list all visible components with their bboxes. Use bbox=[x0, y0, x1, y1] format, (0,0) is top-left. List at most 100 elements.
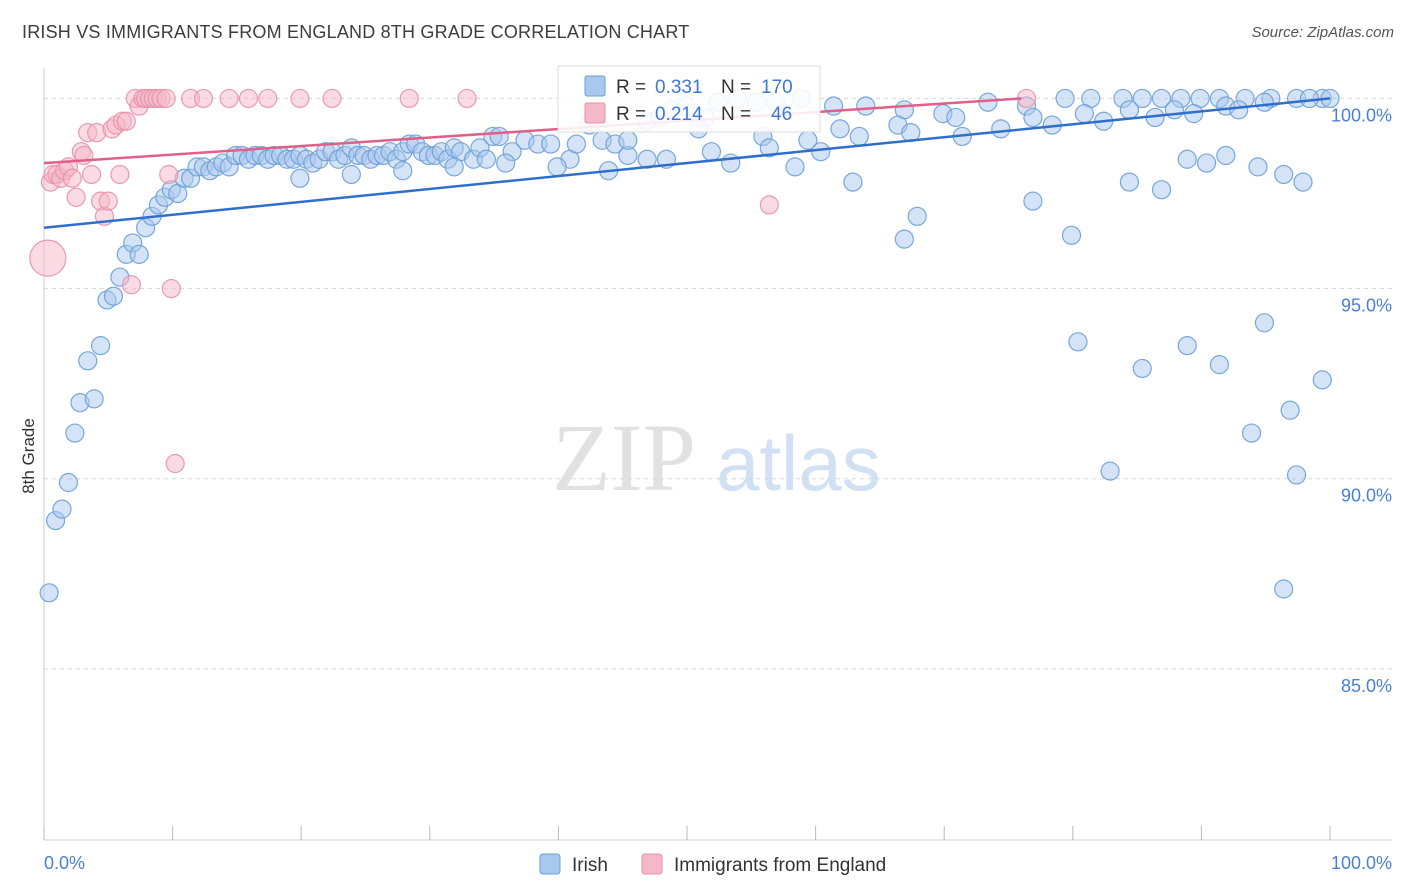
england-point-37 bbox=[219, 88, 239, 109]
irish-point-67 bbox=[476, 149, 496, 169]
stats-r-label-england: R = bbox=[616, 104, 646, 125]
irish-point-4 bbox=[65, 423, 85, 443]
irish-point-150 bbox=[843, 172, 863, 192]
stats-n-label-irish: N = bbox=[721, 77, 751, 98]
irish-point-162 bbox=[1280, 400, 1300, 420]
irish-point-146 bbox=[1229, 100, 1249, 120]
england-point-7 bbox=[62, 168, 82, 188]
irish-point-95 bbox=[1055, 88, 1075, 109]
stats-swatch-england bbox=[584, 102, 606, 124]
irish-point-69 bbox=[489, 126, 509, 147]
irish-point-115 bbox=[496, 153, 516, 173]
gridlines bbox=[44, 97, 1392, 670]
england-point-39 bbox=[258, 88, 278, 109]
x-tick-label-1: 100.0% bbox=[1331, 853, 1392, 873]
england-point-31 bbox=[156, 88, 176, 109]
irish-point-120 bbox=[618, 130, 638, 150]
irish-point-151 bbox=[894, 229, 914, 249]
irish-point-161 bbox=[1241, 423, 1262, 443]
stats-r-value-irish: 0.331 bbox=[655, 77, 703, 98]
england-point-43 bbox=[457, 88, 477, 109]
england-point-33 bbox=[161, 278, 181, 299]
x-tick-labels: 0.0% 100.0% bbox=[44, 853, 1392, 873]
y-tick-label-1: 95.0% bbox=[1341, 296, 1392, 316]
y-tick-label-0: 100.0% bbox=[1331, 105, 1392, 125]
england-point-42 bbox=[399, 88, 419, 109]
irish-point-136 bbox=[759, 138, 779, 158]
legend-swatch-england[interactable] bbox=[641, 853, 663, 875]
x-tick-label-0: 0.0% bbox=[44, 853, 85, 873]
irish-point-116 bbox=[444, 157, 464, 177]
irish-point-165 bbox=[1286, 465, 1307, 485]
series-irish-points bbox=[39, 88, 1340, 603]
irish-point-0 bbox=[39, 583, 59, 603]
irish-point-6 bbox=[78, 351, 98, 371]
england-point-21 bbox=[116, 111, 136, 131]
y-tick-labels: 100.0% 95.0% 90.0% 85.0% bbox=[1331, 105, 1392, 695]
irish-point-166 bbox=[1177, 336, 1197, 356]
irish-point-114 bbox=[547, 157, 567, 177]
england-trendline bbox=[43, 97, 1022, 165]
irish-point-90 bbox=[856, 96, 876, 116]
england-point-44 bbox=[759, 195, 779, 215]
irish-point-135 bbox=[701, 142, 722, 162]
stats-r-value-england: 0.214 bbox=[655, 104, 703, 125]
irish-point-10 bbox=[103, 286, 124, 306]
stats-n-value-irish: 170 bbox=[761, 77, 793, 98]
y-tick-label-3: 85.0% bbox=[1341, 676, 1392, 696]
trendlines bbox=[43, 97, 1331, 229]
irish-point-117 bbox=[393, 161, 413, 181]
irish-point-2 bbox=[52, 499, 72, 519]
irish-point-168 bbox=[1100, 461, 1120, 481]
legend-swatch-irish[interactable] bbox=[539, 853, 561, 875]
irish-point-119 bbox=[290, 168, 310, 188]
england-point-36 bbox=[193, 88, 214, 109]
irish-point-8 bbox=[90, 336, 111, 356]
irish-point-160 bbox=[1209, 355, 1230, 375]
england-point-40 bbox=[290, 88, 310, 109]
stats-swatch-irish bbox=[584, 75, 606, 97]
irish-point-138 bbox=[849, 126, 869, 147]
irish-trendline bbox=[43, 97, 1331, 229]
stats-r-label-irish: R = bbox=[616, 77, 646, 98]
england-point-12 bbox=[81, 164, 102, 185]
axes bbox=[43, 68, 1392, 841]
irish-point-137 bbox=[798, 130, 818, 150]
england-point-16 bbox=[98, 191, 118, 211]
irish-point-152 bbox=[907, 206, 927, 226]
irish-point-158 bbox=[1216, 145, 1236, 166]
irish-point-108 bbox=[1274, 164, 1294, 185]
irish-point-99 bbox=[1151, 88, 1172, 109]
irish-point-14 bbox=[129, 244, 149, 264]
irish-point-167 bbox=[1132, 358, 1152, 379]
irish-point-154 bbox=[1061, 225, 1082, 245]
chart-title: IRISH VS IMMIGRANTS FROM ENGLAND 8TH GRA… bbox=[22, 22, 690, 42]
irish-point-98 bbox=[1132, 88, 1152, 109]
irish-point-128 bbox=[1119, 100, 1139, 120]
irish-point-123 bbox=[830, 119, 850, 139]
irish-point-127 bbox=[1074, 104, 1094, 124]
irish-point-111 bbox=[721, 153, 741, 173]
irish-point-131 bbox=[1254, 92, 1275, 112]
irish-point-163 bbox=[1312, 370, 1332, 390]
england-point-38 bbox=[238, 88, 259, 109]
irish-point-125 bbox=[946, 107, 966, 128]
y-tick-label-2: 90.0% bbox=[1341, 486, 1392, 506]
irish-point-159 bbox=[1254, 313, 1275, 333]
legend-label-irish[interactable]: Irish bbox=[572, 855, 608, 876]
england-point-22 bbox=[121, 275, 142, 295]
irish-point-132 bbox=[1299, 88, 1320, 109]
irish-point-110 bbox=[785, 157, 805, 177]
england-point-32 bbox=[159, 164, 179, 185]
irish-point-141 bbox=[991, 119, 1011, 139]
irish-point-129 bbox=[1164, 100, 1184, 120]
irish-point-164 bbox=[1274, 579, 1294, 599]
watermark-atlas: atlas bbox=[716, 419, 881, 507]
england-point-19 bbox=[110, 164, 130, 185]
watermark-zip: ZIP bbox=[552, 404, 696, 511]
irish-point-7 bbox=[84, 389, 104, 409]
irish-point-73 bbox=[541, 134, 561, 154]
irish-point-156 bbox=[1151, 180, 1172, 200]
legend-label-england[interactable]: Immigrants from England bbox=[674, 855, 886, 876]
